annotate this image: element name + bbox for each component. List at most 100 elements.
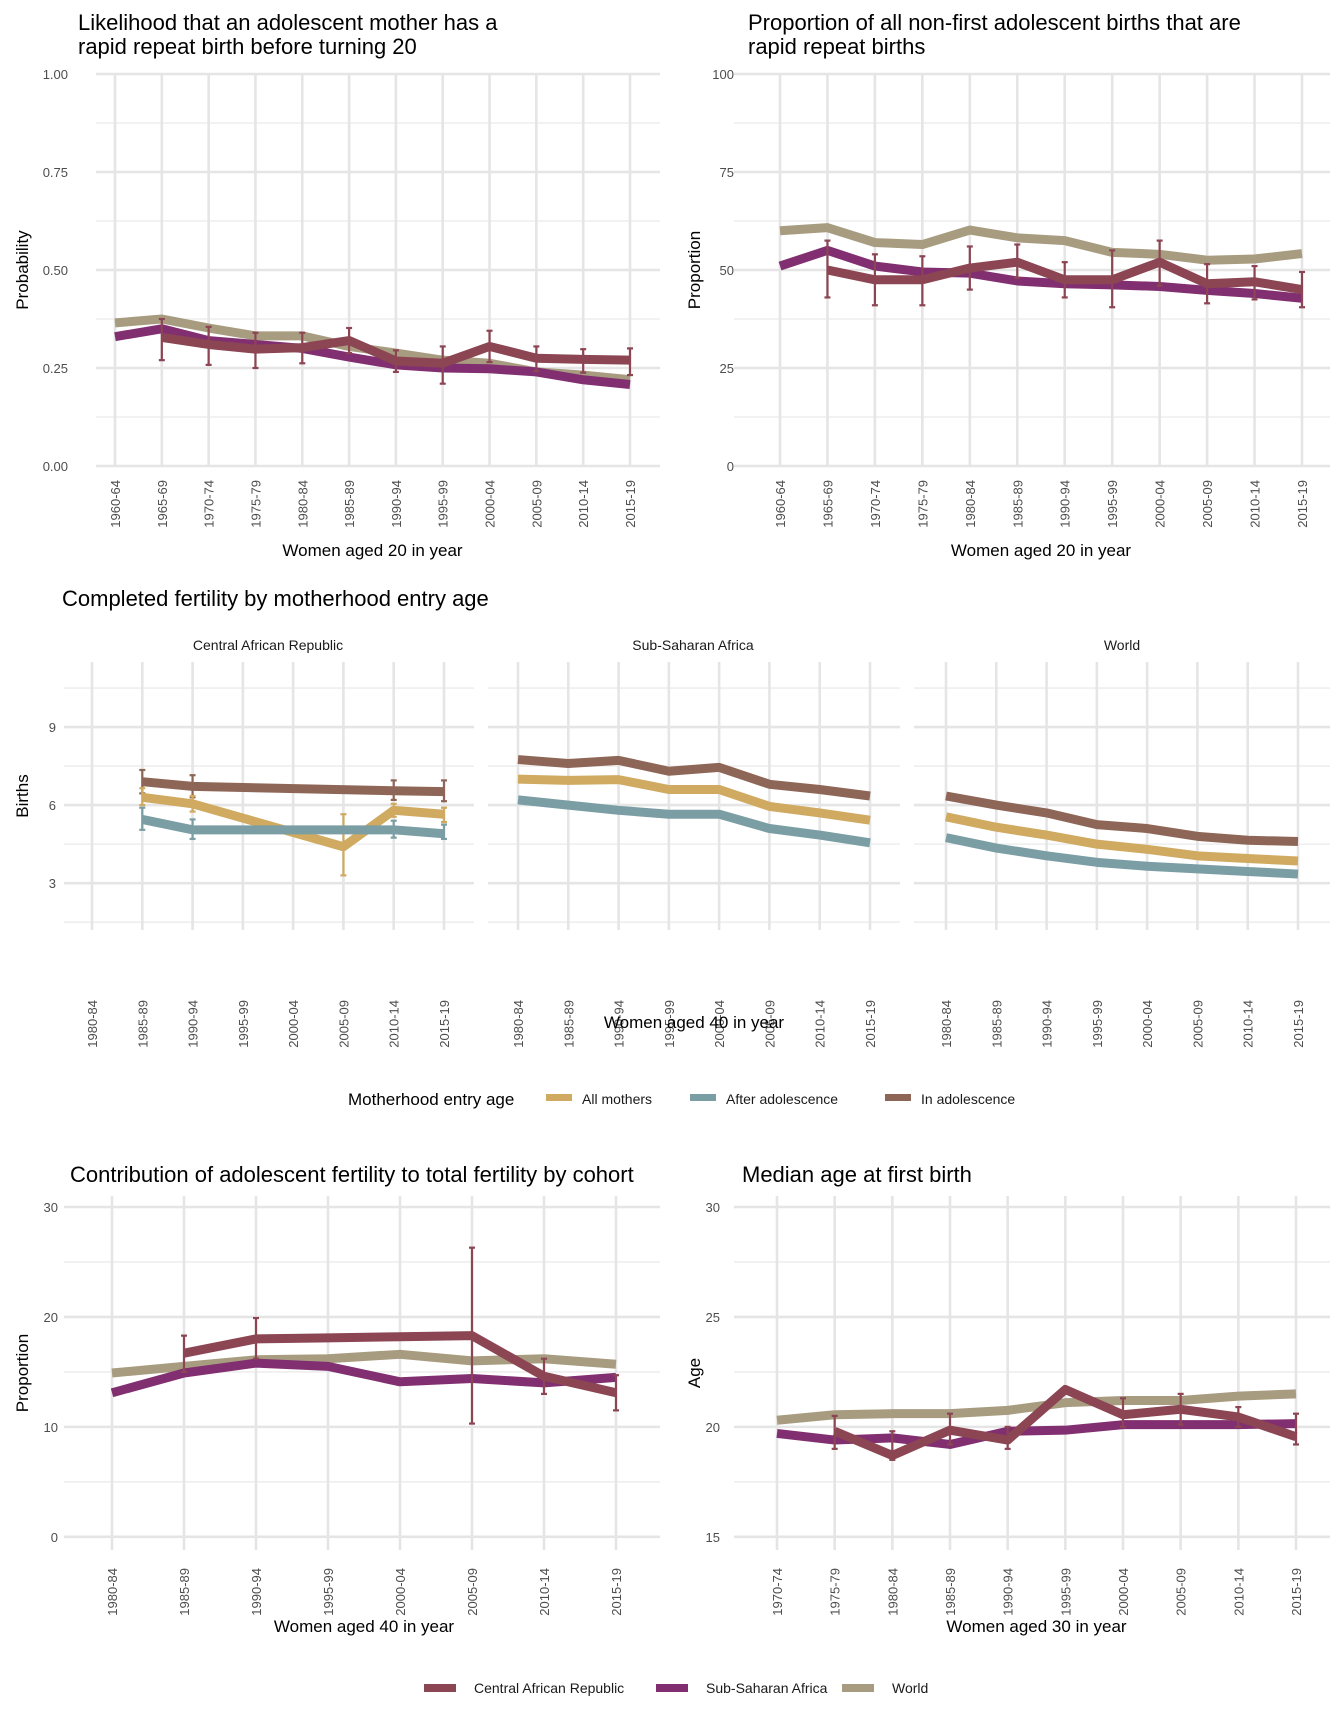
x-axis-label: Women aged 30 in year: [946, 1617, 1127, 1636]
y-tick-label: 15: [706, 1530, 720, 1545]
y-tick-label: 0.25: [43, 361, 68, 376]
facet-sub-saharan-africa: Sub-Saharan Africa 1980-84 1985-89 1990-94 1…: [488, 637, 900, 1048]
y-tick-label: 0.75: [43, 165, 68, 180]
series-line: [110, 1358, 617, 1398]
x-tick-label: 1985-89: [943, 1568, 958, 1616]
x-tick-label: 2015-19: [863, 1000, 878, 1048]
chart-rapid-repeat-proportion: Proportion of all non-first adolescent b…: [685, 10, 1330, 560]
x-tick-label: 1995-99: [236, 1000, 251, 1048]
x-tick-label: 1980-84: [511, 1000, 526, 1048]
chart-title: Proportion of all non-first adolescent b…: [748, 10, 1241, 35]
series-in-adolescence: [945, 791, 1299, 847]
x-tick-label: 1995-99: [321, 1568, 336, 1616]
x-tick-label: 1970-74: [868, 480, 883, 528]
series-line: [945, 791, 1299, 847]
x-tick-label: 1980-84: [963, 480, 978, 528]
x-tick-label: 2005-09: [1200, 480, 1215, 528]
y-tick-label: 30: [706, 1200, 720, 1215]
y-tick-label: 50: [720, 263, 734, 278]
x-tick-label: 2010-14: [1248, 480, 1263, 528]
x-tick-label: 1990-94: [1058, 480, 1073, 528]
x-tick-label: 1985-89: [1010, 480, 1025, 528]
y-axis-label: Age: [685, 1358, 704, 1388]
x-tick-label: 1975-79: [248, 480, 263, 528]
x-tick-label: 2010-14: [1231, 1568, 1246, 1616]
y-tick-label: 6: [49, 798, 56, 813]
chart-completed-fertility: Completed fertility by motherhood entry …: [13, 586, 1330, 1109]
x-tick-label: 1995-99: [1105, 480, 1120, 528]
y-tick-label: 0.00: [43, 459, 68, 474]
x-tick-label: 2005-09: [465, 1568, 480, 1616]
legend-label: All mothers: [582, 1091, 652, 1107]
series-line: [945, 812, 1299, 866]
series-line: [778, 245, 1303, 303]
series-after-adolescence: [517, 795, 871, 848]
facet-strip-label: Sub-Saharan Africa: [632, 637, 754, 653]
legend-swatch: [424, 1684, 456, 1692]
y-tick-label: 0: [727, 459, 734, 474]
legend-label: After adolescence: [726, 1091, 838, 1107]
x-axis-label: Women aged 20 in year: [282, 541, 463, 560]
x-axis-label: Women aged 20 in year: [951, 541, 1132, 560]
series-central-african-republic: [824, 239, 1305, 309]
x-tick-label: 1970-74: [202, 480, 217, 528]
chart-adolescent-contribution: Contribution of adolescent fertility to …: [13, 1162, 660, 1636]
x-tick-label: 1995-99: [1058, 1568, 1073, 1616]
series-central-african-republic: [831, 1384, 1299, 1461]
x-tick-label: 2010-14: [537, 1568, 552, 1616]
legend-swatch: [885, 1094, 911, 1101]
chart-title: Likelihood that an adolescent mother has…: [78, 10, 498, 35]
x-tick-label: 1965-69: [820, 480, 835, 528]
x-tick-label: 1985-89: [989, 1000, 1004, 1048]
series-in-adolescence: [517, 755, 871, 801]
series-central-african-republic: [181, 1246, 619, 1425]
series-line: [111, 1349, 617, 1378]
chart-rapid-repeat-likelihood: Likelihood that an adolescent mother has…: [13, 10, 660, 560]
legend-title: Motherhood entry age: [348, 1090, 514, 1109]
x-tick-label: 1985-89: [561, 1000, 576, 1048]
x-axis-label: Women aged 40 in year: [274, 1617, 455, 1636]
y-tick-label: 0: [51, 1530, 58, 1545]
series-line: [517, 795, 871, 848]
series-all-mothers: [139, 787, 447, 877]
chart-title: Contribution of adolescent fertility to …: [70, 1162, 634, 1187]
legend-swatch: [842, 1684, 874, 1692]
x-tick-label: 1980-84: [295, 480, 310, 528]
x-tick-label: 2010-14: [576, 480, 591, 528]
x-tick-label: 1995-99: [436, 480, 451, 528]
series-line: [779, 223, 1303, 265]
y-axis-label: Probability: [13, 230, 32, 310]
x-tick-label: 1990-94: [186, 1000, 201, 1048]
chart-title: Completed fertility by motherhood entry …: [62, 586, 489, 611]
x-tick-label: 2000-04: [286, 1000, 301, 1048]
series-line: [141, 777, 445, 797]
legend-entry: After adolescence: [690, 1091, 838, 1107]
legend-regions: Central African Republic Sub-Saharan Afri…: [424, 1680, 928, 1696]
x-tick-label: 1980-84: [105, 1568, 120, 1616]
y-tick-label: 30: [44, 1200, 58, 1215]
y-tick-label: 9: [49, 720, 56, 735]
legend-swatch: [656, 1684, 688, 1692]
x-tick-label: 2005-09: [529, 480, 544, 528]
x-tick-label: 1990-94: [1040, 1000, 1055, 1048]
legend-swatch: [690, 1094, 716, 1101]
series-line: [776, 1389, 1297, 1425]
y-tick-label: 0.50: [43, 263, 68, 278]
x-tick-label: 1985-89: [135, 1000, 150, 1048]
facet-central-african-republic: Central African Republic 3 6 9 1980-84 1985-8…: [49, 637, 474, 1048]
x-tick-label: 1980-84: [885, 1568, 900, 1616]
x-tick-label: 1990-94: [1001, 1568, 1016, 1616]
x-tick-label: 2000-04: [712, 1000, 727, 1048]
x-tick-label: 2005-09: [1174, 1568, 1189, 1616]
x-tick-label: 1975-79: [915, 480, 930, 528]
series-after-adolescence: [945, 833, 1299, 879]
series-line: [517, 774, 871, 825]
y-tick-label: 1.00: [43, 67, 68, 82]
x-tick-label: 2015-19: [1289, 1568, 1304, 1616]
x-tick-label: 1990-94: [389, 480, 404, 528]
legend-entry: In adolescence: [885, 1091, 1015, 1107]
x-tick-label: 2015-19: [437, 1000, 452, 1048]
y-axis-label: Births: [13, 774, 32, 817]
y-tick-label: 10: [44, 1420, 58, 1435]
